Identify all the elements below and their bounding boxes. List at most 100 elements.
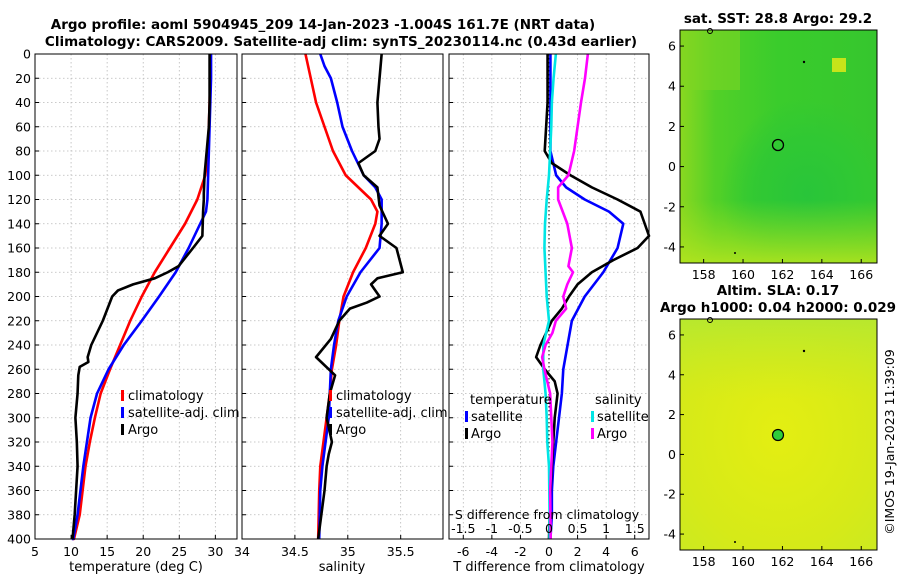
depth-tick-label: 300 (7, 410, 31, 425)
map-lon-label: 166 (849, 554, 873, 569)
series-line-t-argo (534, 54, 651, 540)
depth-tick-label: 320 (7, 435, 31, 450)
map-lon-label: 158 (692, 267, 716, 282)
map-lon-label: 160 (731, 267, 755, 282)
sst-map-title: sat. SST: 28.8 Argo: 29.2 (684, 11, 872, 27)
depth-tick-label: 180 (7, 265, 31, 280)
sst-map-ticks: 158 160 162 164 166 6 4 2 0 -2 -4 (664, 39, 874, 282)
legend-swatch (465, 411, 468, 422)
depth-tick-label: 340 (7, 459, 31, 474)
map-lon-label: 164 (810, 267, 834, 282)
island-marker (707, 28, 713, 34)
legend-swatch (329, 390, 332, 401)
s-tick-label: -1 (486, 521, 498, 536)
sla-map-ticks: 158 160 162 164 166 6 4 2 0 -2 -4 (664, 327, 874, 569)
map-lat-label: 6 (668, 39, 676, 54)
legend-heading-salinity: salinity (595, 393, 642, 408)
legend-label: climatology (128, 389, 204, 404)
series-line-s-satellite (541, 53, 558, 539)
map-lat-label: 0 (668, 159, 676, 174)
series-line-s-argo (540, 53, 590, 540)
legend-label: Argo (471, 427, 501, 442)
x-tick-label: 20 (135, 544, 151, 559)
legend-swatch (121, 424, 124, 435)
figure-title-line1: Argo profile: aoml 5904945_209 14-Jan-20… (51, 17, 595, 33)
salinity-axis-label: salinity (319, 560, 366, 575)
temperature-axis-label: temperature (deg C) (69, 560, 203, 575)
x-tick-label: 35.5 (387, 544, 415, 559)
map-lat-label: -4 (664, 527, 677, 542)
x-tick-label: 4 (602, 544, 610, 559)
map-lat-label: 4 (668, 79, 676, 94)
map-lat-label: 4 (668, 367, 676, 382)
map-lat-label: -4 (664, 239, 677, 254)
depth-tick-label: 160 (7, 241, 31, 256)
depth-tick-label: 260 (7, 362, 31, 377)
sst-map: sat. SST: 28.8 Argo: 29.2 158 160 162 164 16… (664, 11, 878, 282)
depth-tick-label: 0 (23, 47, 31, 62)
legend-swatch (121, 390, 124, 401)
depth-tick-label: 80 (15, 144, 31, 159)
sst-warm-patch (832, 58, 846, 72)
x-tick-label: -6 (457, 544, 470, 559)
legend-swatch (121, 407, 124, 418)
x-tick-label: -2 (514, 544, 526, 559)
map-lon-label: 166 (849, 267, 873, 282)
depth-tick-label: 380 (7, 507, 31, 522)
series-line-argo (314, 53, 405, 540)
depth-tick-label: 400 (7, 532, 31, 547)
s-tick-label: 0 (545, 521, 553, 536)
depth-tick-label: 220 (7, 313, 31, 328)
s-tick-label: 1 (602, 521, 610, 536)
legend-label: Argo (336, 423, 366, 438)
x-tick-label: 5 (31, 544, 39, 559)
map-lon-label: 164 (810, 554, 834, 569)
argo-position-marker (771, 138, 785, 152)
s-tick-label: 0.5 (568, 521, 588, 536)
depth-tick-label: 360 (7, 483, 31, 498)
imos-credit: ©IMOS 19-Jan-2023 11:39:09 (882, 349, 897, 535)
sst-map-frame (679, 29, 878, 264)
legend-label: climatology (336, 389, 412, 404)
map-lat-label: 2 (668, 407, 676, 422)
map-lon-label: 162 (771, 554, 795, 569)
t-difference-axis-label: T difference from climatology (452, 560, 645, 575)
map-lat-label: -2 (664, 487, 676, 502)
legend-swatch (465, 428, 468, 439)
depth-tick-label: 20 (15, 71, 31, 86)
depth-tick-label: 240 (7, 338, 31, 353)
series-line-satellite-adj-clim (71, 54, 213, 541)
map-lat-label: 0 (668, 447, 676, 462)
map-lon-label: 162 (771, 267, 795, 282)
series-line-argo (71, 54, 211, 540)
x-tick-label: 2 (574, 544, 582, 559)
map-lon-label: 158 (692, 554, 716, 569)
map-lon-label: 160 (731, 554, 755, 569)
island-marker-sla (707, 317, 713, 323)
legend-swatch (329, 407, 332, 418)
map-lat-label: 2 (668, 119, 676, 134)
temperature-panel: 5 10 15 20 25 30 climatology satellite-adj. cli… (31, 53, 240, 559)
legend-heading-temperature: temperature (470, 393, 552, 408)
sla-map-title-line1: Altim. SLA: 0.17 (717, 283, 839, 299)
depth-tick-label: 200 (7, 289, 31, 304)
argo-sla-marker (771, 428, 785, 442)
s-tick-label: -1.5 (451, 521, 475, 536)
legend-swatch (591, 428, 594, 439)
x-tick-label: 34 (234, 544, 250, 559)
difference-panel: -6 -4 -2 0 2 4 6 temperature salinity satellite Ar… (448, 53, 651, 559)
x-tick-label: 25 (171, 544, 187, 559)
x-tick-label: 34.5 (281, 544, 309, 559)
legend-label: Argo (597, 427, 627, 442)
x-tick-label: 35 (340, 544, 356, 559)
x-tick-label: 6 (631, 544, 639, 559)
legend-label: satellite (597, 410, 649, 425)
s-difference-axis-label: S difference from climatology (455, 507, 640, 522)
map-lat-label: -2 (664, 199, 676, 214)
x-tick-label: -4 (486, 544, 499, 559)
legend-label: Argo (128, 423, 158, 438)
depth-tick-label: 60 (15, 119, 31, 134)
depth-axis: 0 20 40 60 80 100 120 140 160 180 200 220 240 260 280 3… (7, 47, 453, 547)
legend-swatch (591, 411, 594, 422)
